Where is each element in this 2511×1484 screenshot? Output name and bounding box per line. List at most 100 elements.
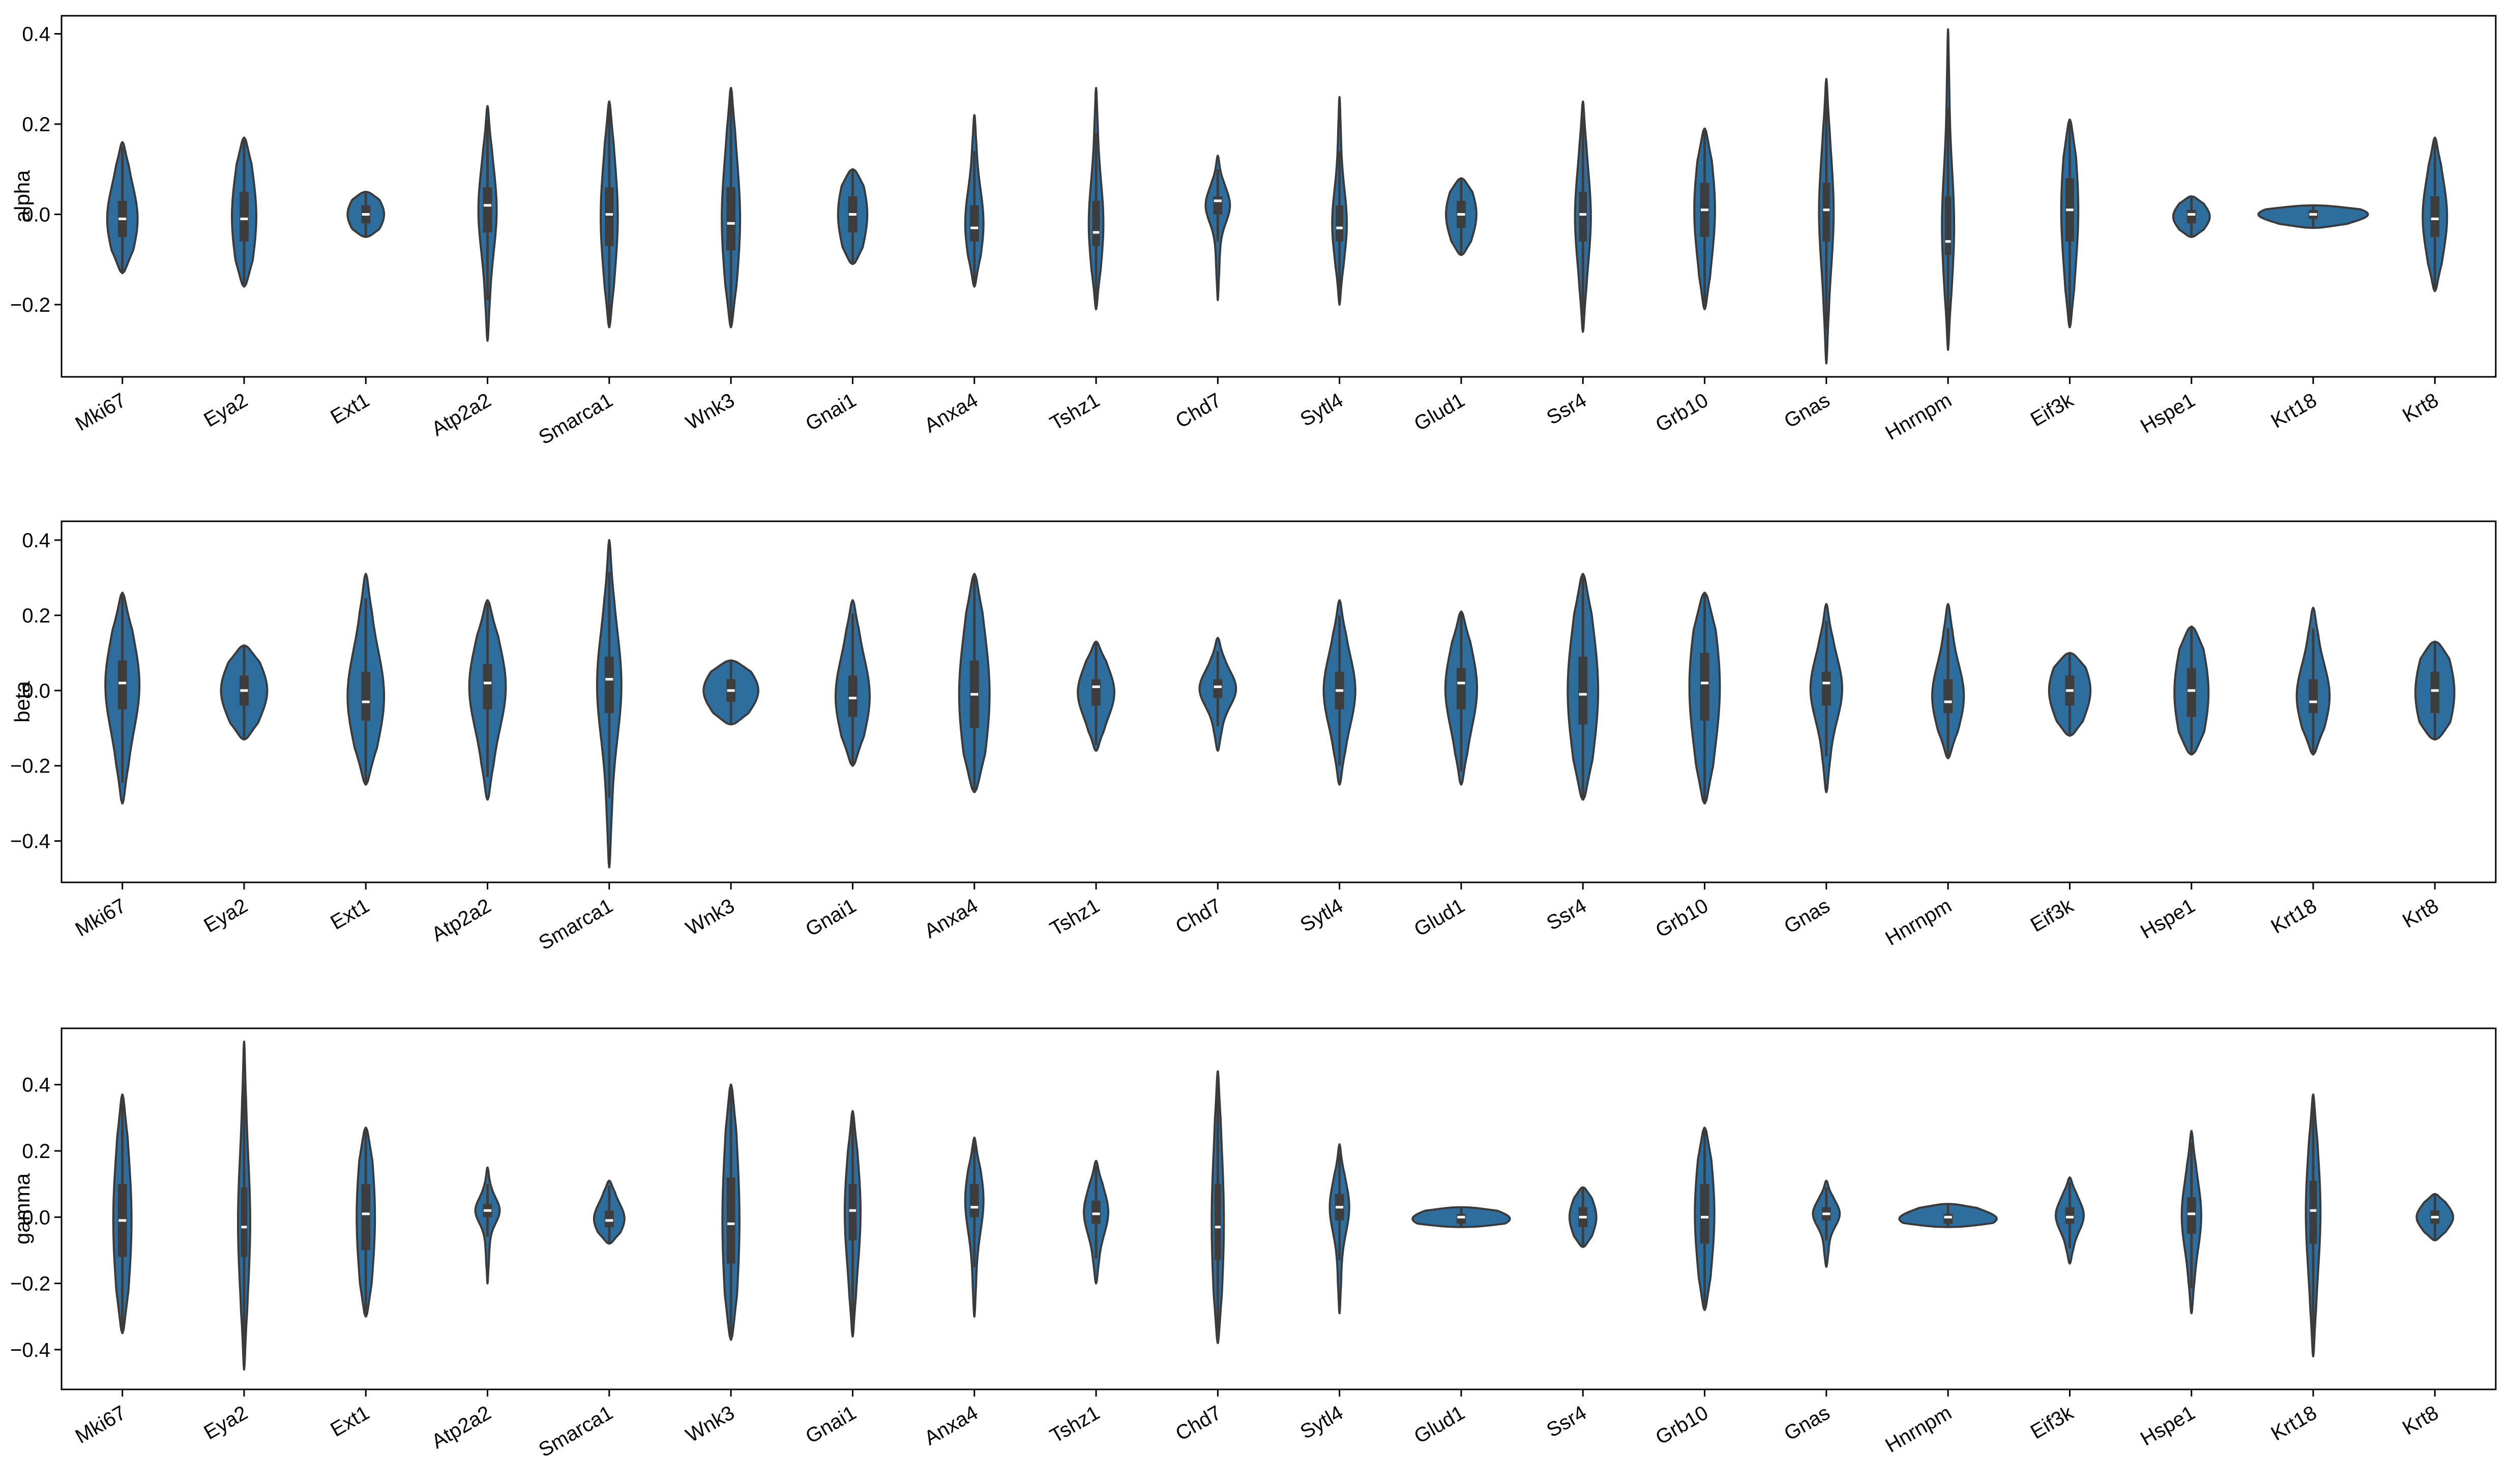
violin-box (2309, 679, 2318, 714)
x-tick-label: Krt8 (2399, 895, 2442, 933)
x-tick-label: Anxa4 (921, 389, 982, 437)
x-tick-label: Eya2 (200, 389, 251, 432)
violin-box (1821, 671, 1831, 706)
x-tick-label: Smarca1 (535, 389, 617, 449)
y-axis-label: gamma (10, 1173, 34, 1244)
violin-box (117, 660, 127, 709)
x-tick-label: Wnk3 (682, 389, 738, 434)
y-tick-label: 0.0 (22, 680, 50, 702)
violin-box (2430, 196, 2440, 237)
violin-box (1579, 192, 1587, 242)
violin-box (241, 1187, 248, 1257)
violin-box (1091, 1200, 1101, 1224)
violin-box (604, 657, 614, 714)
violin-box (726, 1177, 735, 1264)
x-tick-label: Gnai1 (802, 389, 860, 435)
violin-box (848, 675, 858, 717)
x-tick-label: Gnai1 (802, 895, 860, 941)
x-tick-label: Grb10 (1652, 1402, 1712, 1449)
x-tick-label: Hnrnpm (1881, 389, 1955, 444)
x-tick-label: Mki67 (72, 1402, 130, 1448)
x-tick-label: Krt18 (2267, 1402, 2321, 1445)
x-tick-label: Sytl4 (1296, 895, 1347, 937)
x-tick-label: Tshz1 (1046, 1402, 1103, 1447)
y-tick-label: −0.2 (10, 294, 50, 316)
violin-box (1214, 1184, 1221, 1260)
violin-box (1091, 679, 1101, 706)
violin-box (483, 187, 492, 232)
y-tick-label: 0.2 (22, 605, 50, 627)
violin-box (1700, 652, 1709, 721)
x-tick-label: Mki67 (72, 389, 130, 435)
x-tick-label: Krt8 (2399, 1402, 2442, 1440)
axes-frame (61, 520, 2497, 883)
violin-box (848, 1184, 857, 1240)
violin-box (604, 1210, 614, 1227)
x-tick-label: Chd7 (1172, 895, 1225, 938)
violin-box (1944, 196, 1952, 255)
y-tick-label: −0.2 (10, 1273, 50, 1295)
x-tick-label: Hnrnpm (1881, 1402, 1955, 1457)
x-tick-label: Hspe1 (2137, 1402, 2199, 1450)
violin-box (969, 1184, 979, 1218)
violin-box (1700, 1184, 1709, 1244)
violin-box (483, 664, 492, 709)
y-tick-label: 0.0 (22, 1206, 50, 1229)
y-axis-label: beta (10, 680, 34, 722)
axes-frame (61, 15, 2497, 378)
violin-box (2187, 1197, 2196, 1234)
y-tick-label: 0.4 (22, 1074, 50, 1096)
x-tick-label: Tshz1 (1046, 895, 1103, 940)
x-tick-label: Smarca1 (535, 1402, 617, 1462)
x-tick-label: Gnas (1781, 389, 1834, 433)
x-tick-label: Eif3k (2027, 389, 2078, 431)
x-tick-label: Eif3k (2027, 1401, 2078, 1443)
x-tick-label: Krt8 (2399, 389, 2442, 427)
x-tick-label: Atp2a2 (428, 1402, 495, 1453)
x-tick-label: Eya2 (200, 1402, 251, 1444)
y-tick-label: 0.4 (22, 23, 50, 46)
y-tick-label: 0.2 (22, 1140, 50, 1163)
violin-box (969, 205, 979, 242)
x-tick-label: Gnai1 (802, 1402, 860, 1448)
violin-box (1456, 1213, 1466, 1224)
violin-box (726, 187, 736, 251)
violin-box (1456, 668, 1466, 709)
x-tick-label: Grb10 (1652, 389, 1712, 437)
panel-alpha: −0.2 0.0 0.2 0.4 alpha Mki67 Eya2 Ext1 Atp2a2 Sma… (10, 15, 2497, 449)
violin-box (1943, 1213, 1953, 1224)
x-tick-label: Tshz1 (1046, 389, 1103, 435)
y-tick-label: −0.4 (10, 830, 50, 853)
x-tick-label: Eif3k (2027, 894, 2078, 936)
x-tick-label: Ext1 (327, 389, 373, 429)
x-tick-label: Chd7 (1172, 389, 1225, 433)
y-tick-label: 0.0 (22, 204, 50, 226)
x-tick-label: Gnas (1781, 895, 1834, 938)
y-tick-label: −0.4 (10, 1339, 50, 1361)
x-tick-label: Hnrnpm (1881, 895, 1955, 950)
x-tick-label: Glud1 (1410, 389, 1468, 435)
violin-box (1943, 679, 1953, 714)
violin-box (1578, 657, 1588, 725)
x-tick-label: Ssr4 (1543, 389, 1590, 429)
x-tick-label: Sytl4 (1296, 389, 1347, 431)
violin-box (1336, 205, 1344, 242)
panel-gamma: −0.4 −0.2 0.0 0.2 0.4 gamma Mki67 Eya2 Ext1 Atp2a… (10, 1027, 2497, 1462)
x-tick-label: Anxa4 (921, 1402, 982, 1450)
violin-box (2430, 671, 2440, 714)
x-tick-label: Ssr4 (1543, 1402, 1590, 1442)
x-tick-label: Glud1 (1410, 895, 1468, 941)
x-tick-label: Sytl4 (1296, 1402, 1347, 1444)
violin-box (2187, 210, 2196, 224)
violin-box (361, 671, 371, 721)
x-tick-label: Atp2a2 (428, 895, 495, 946)
panel-beta: −0.4 −0.2 0.0 0.2 0.4 beta Mki67 Eya2 Ext1 Atp2a2… (10, 520, 2497, 955)
x-tick-label: Ext1 (327, 895, 373, 934)
x-tick-label: Smarca1 (535, 895, 617, 955)
x-tick-label: Atp2a2 (428, 389, 495, 440)
violin-box (1092, 200, 1100, 246)
y-tick-label: −0.2 (10, 755, 50, 778)
y-axis-label: alpha (10, 170, 34, 222)
violin-box (605, 187, 614, 246)
